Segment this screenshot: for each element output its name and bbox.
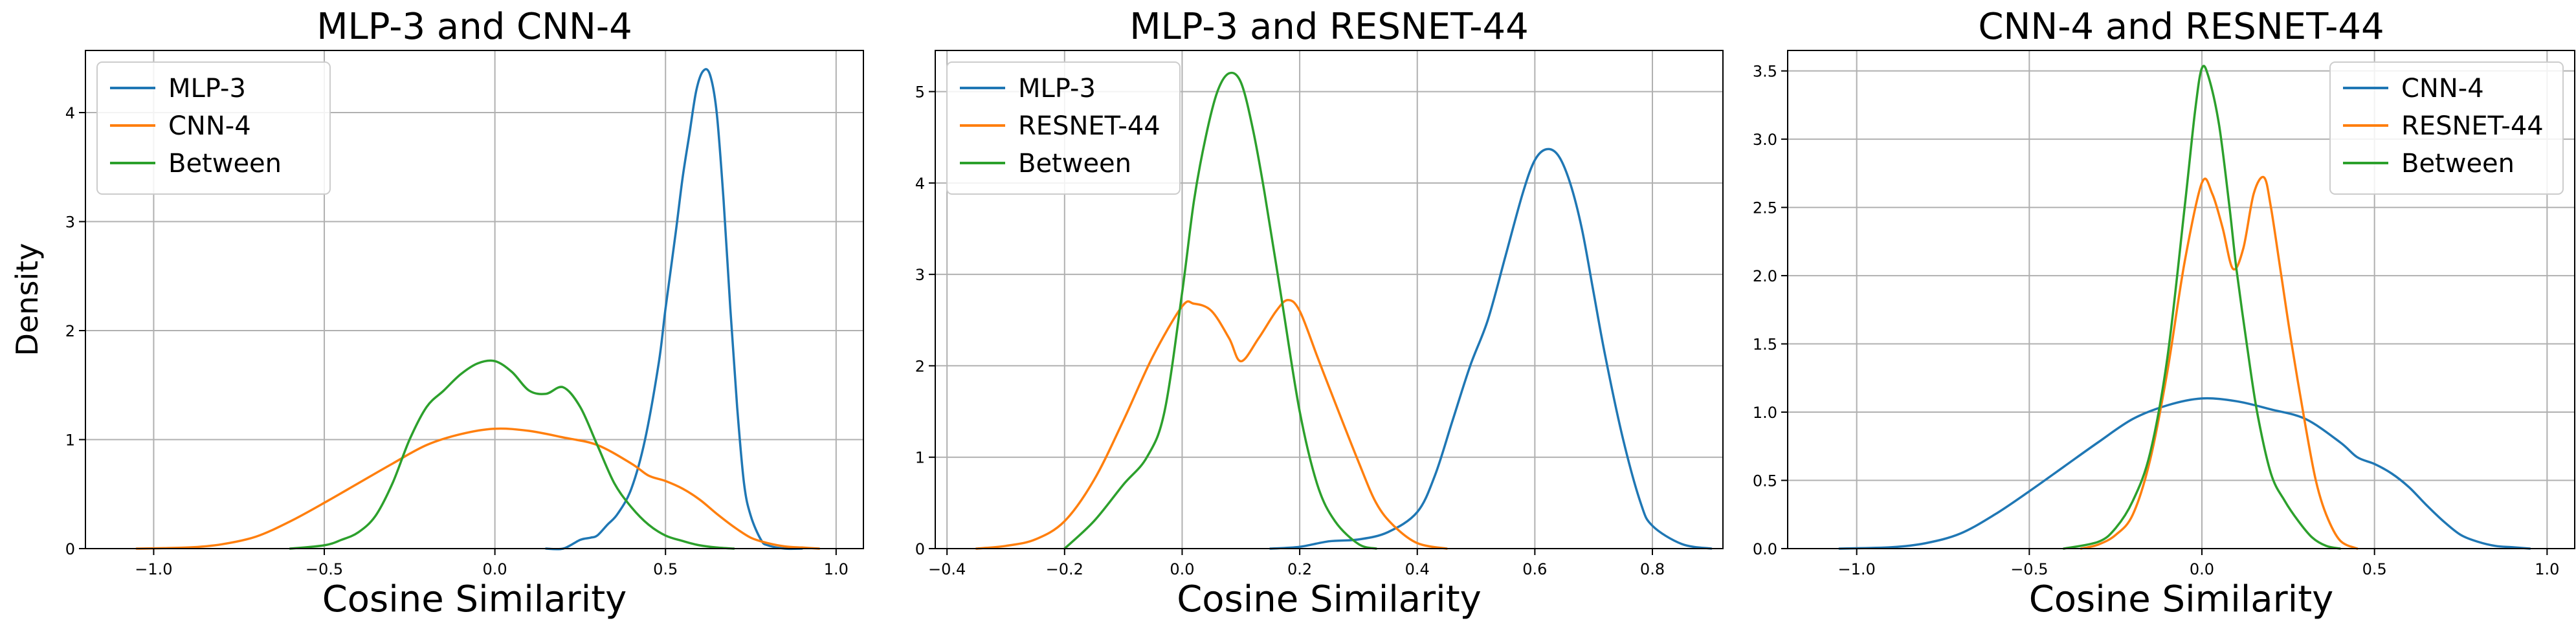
y-tick-label: 3.0 xyxy=(1753,131,1777,149)
y-tick-label: 1 xyxy=(915,449,925,467)
series-line-mlp-3 xyxy=(1269,148,1713,550)
x-tick-label: −1.0 xyxy=(135,560,172,578)
y-axis-label: Density xyxy=(10,243,45,356)
y-tick-label: 1 xyxy=(65,432,75,450)
x-tick-label: 1.0 xyxy=(824,560,849,578)
x-tick-label: −0.4 xyxy=(928,560,966,578)
legend-label: MLP-3 xyxy=(1018,74,1096,104)
x-tick-label: 0.2 xyxy=(1287,560,1312,578)
x-tick-label: −1.0 xyxy=(1838,560,1876,578)
y-tick-label: 3.5 xyxy=(1753,63,1777,81)
y-tick-label: 4 xyxy=(915,175,925,193)
series-line-between xyxy=(2062,65,2342,550)
chart-title: MLP-3 and CNN-4 xyxy=(316,6,632,48)
x-tick-label: 0.0 xyxy=(1170,560,1194,578)
x-axis-label: Cosine Similarity xyxy=(322,578,627,620)
x-tick-label: 0.0 xyxy=(2190,560,2214,578)
legend-box xyxy=(2329,61,2564,195)
x-tick-label: 1.0 xyxy=(2535,560,2559,578)
y-tick-label: 3 xyxy=(915,266,925,284)
chart-title: CNN-4 and RESNET-44 xyxy=(1978,6,2384,48)
x-tick-label: −0.5 xyxy=(305,560,343,578)
y-tick-label: 2.5 xyxy=(1753,199,1777,217)
axes-frame xyxy=(85,50,864,549)
y-tick-label: 1.0 xyxy=(1753,404,1777,422)
legend-box xyxy=(946,61,1181,195)
y-tick-label: 1.5 xyxy=(1753,336,1777,354)
y-tick-label: 0.0 xyxy=(1753,540,1777,558)
y-tick-label: 2 xyxy=(65,322,75,340)
legend-label: RESNET-44 xyxy=(2401,111,2544,141)
chart-title: MLP-3 and RESNET-44 xyxy=(1129,6,1529,48)
y-tick-label: 0.5 xyxy=(1753,472,1777,490)
series-line-cnn-4 xyxy=(1838,397,2531,550)
legend-label: Between xyxy=(2401,149,2515,179)
series-line-resnet-44 xyxy=(2080,175,2359,550)
legend-label: RESNET-44 xyxy=(1018,111,1160,141)
x-tick-label: 0.4 xyxy=(1405,560,1430,578)
series-line-cnn-4 xyxy=(135,427,821,550)
y-tick-label: 4 xyxy=(65,104,75,122)
legend-box xyxy=(96,61,331,195)
series-line-between xyxy=(289,359,735,550)
x-axis-label: Cosine Similarity xyxy=(1177,578,1482,620)
y-tick-label: 0 xyxy=(915,540,925,558)
legend-label: CNN-4 xyxy=(2401,74,2484,104)
y-tick-label: 2 xyxy=(915,357,925,375)
x-tick-label: 0.8 xyxy=(1640,560,1665,578)
x-tick-label: 0.5 xyxy=(2362,560,2387,578)
x-tick-label: −0.5 xyxy=(2010,560,2048,578)
y-tick-label: 5 xyxy=(915,83,925,102)
legend: MLP-3 CNN-4 Between xyxy=(96,61,331,195)
x-tick-label: 0.5 xyxy=(653,560,678,578)
chart-panel-2: −0.4 −0.2 0.0 0.2 0.4 0.6 0.8 0 1 2 3 4 5 MLP-3 and R… xyxy=(915,6,1724,620)
chart-panel-1: −1.0 −0.5 0.0 0.5 1.0 0 1 2 3 4 MLP-3 and CNN-4 Cos… xyxy=(10,6,864,620)
legend-label: Between xyxy=(1018,149,1131,179)
axes-frame xyxy=(1787,50,2575,549)
chart-panel-3: −1.0 −0.5 0.0 0.5 1.0 0.0 0.5 1.0 1.5 2.0 2.5 3.0 3.… xyxy=(1753,6,2575,620)
y-tick-label: 2.0 xyxy=(1753,267,1777,285)
axes-frame xyxy=(935,50,1724,549)
y-tick-label: 3 xyxy=(65,213,75,232)
legend: MLP-3 RESNET-44 Between xyxy=(946,61,1181,195)
x-tick-label: 0.0 xyxy=(483,560,507,578)
legend-label: MLP-3 xyxy=(168,74,246,104)
x-tick-label: −0.2 xyxy=(1046,560,1083,578)
legend-label: Between xyxy=(168,149,282,179)
legend: CNN-4 RESNET-44 Between xyxy=(2329,61,2564,195)
series-line-between xyxy=(1063,71,1377,550)
x-tick-label: 0.6 xyxy=(1522,560,1547,578)
y-tick-label: 0 xyxy=(65,540,75,558)
series-line-mlp-3 xyxy=(544,68,803,551)
series-line-resnet-44 xyxy=(975,298,1448,550)
legend-label: CNN-4 xyxy=(168,111,251,141)
x-axis-label: Cosine Similarity xyxy=(2029,578,2334,620)
